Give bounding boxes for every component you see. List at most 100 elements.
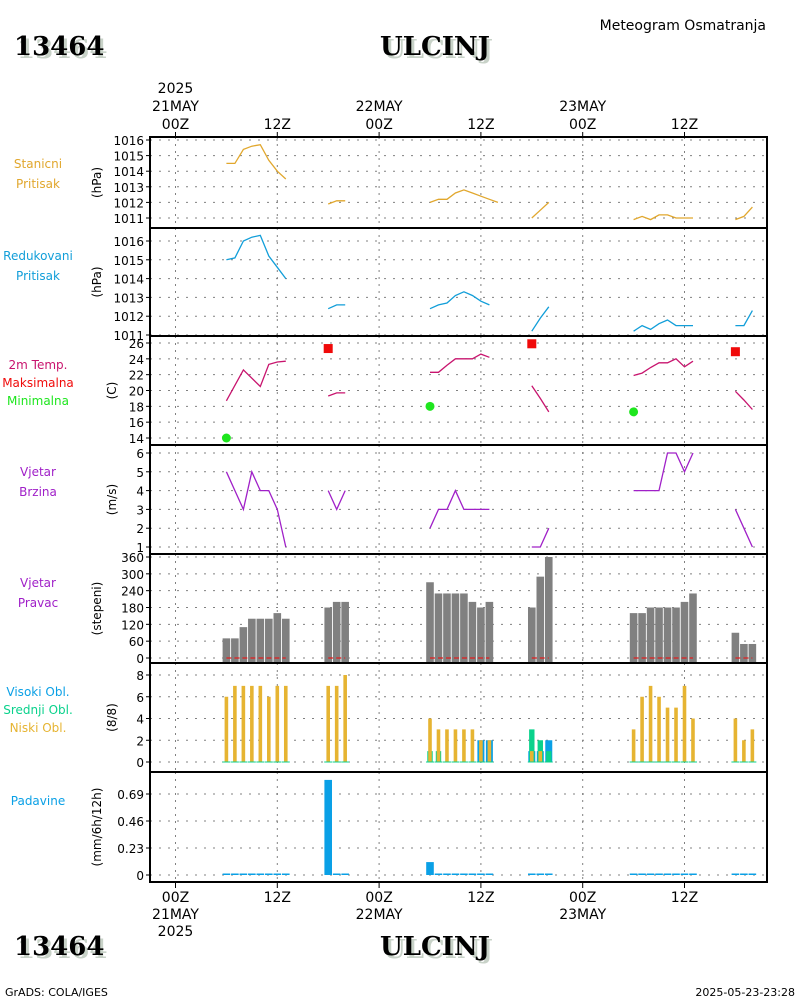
y-tick-label: 0.23: [117, 842, 144, 856]
y-tick-label: 3: [136, 503, 144, 517]
y-tick-label: 0.46: [117, 815, 144, 829]
y-tick-label: 180: [121, 602, 144, 616]
precip-bar: [731, 873, 740, 875]
temperature-line: [430, 353, 490, 373]
low-cloud-bar: [343, 675, 347, 762]
wind-dir-bar: [740, 643, 748, 663]
tmin-marker: [629, 407, 639, 417]
series-label: Srednji Obl.: [3, 703, 73, 717]
wind-dir-bar: [646, 607, 655, 663]
panel-precipitation: 0 0.23 0.46 0.69 (mm/6h/12h) Padavine: [11, 771, 768, 883]
reduced-pressure-line: [531, 306, 550, 332]
wind-speed-line: [225, 469, 287, 548]
precip-bar: [629, 873, 638, 875]
tmin-marker: [221, 433, 231, 443]
y-tick-label: 2: [136, 522, 144, 536]
station-pressure-line: [226, 143, 287, 180]
wind-dir-bar: [273, 613, 282, 663]
wind-dir-bar: [638, 613, 646, 663]
low-cloud-bar: [250, 685, 254, 762]
bottom-time-label: 23MAY: [559, 907, 606, 923]
precip-bar: [265, 873, 273, 875]
low-cloud-bar: [657, 696, 661, 762]
y-tick-label: 120: [121, 618, 144, 632]
precip-bar: [689, 873, 697, 875]
station-id-footer-shadow: 13464: [17, 935, 107, 965]
series-label: Pravac: [18, 596, 58, 610]
temperature-line: [734, 390, 753, 410]
top-time-label: 22MAY: [356, 99, 403, 115]
low-cloud-bar: [733, 718, 738, 762]
bottom-time-label: 2025: [158, 924, 194, 940]
wind-dir-bar: [468, 601, 477, 663]
low-cloud-bar: [428, 718, 432, 762]
low-cloud-bar: [665, 707, 670, 762]
y-tick-label: 6: [136, 691, 144, 705]
bottom-time-label: 12Z: [467, 890, 494, 906]
series-label: Padavine: [11, 794, 65, 808]
series-label: Vjetar: [20, 465, 56, 479]
wind-dir-bar: [341, 601, 349, 663]
bottom-time-label: 00Z: [569, 890, 596, 906]
bottom-time-label: 12Z: [671, 890, 698, 906]
low-cloud-bar: [241, 685, 246, 762]
precip-bar: [451, 873, 460, 875]
low-cloud-bar: [334, 685, 339, 762]
top-time-label: 00Z: [162, 117, 189, 133]
station-id-footer: 13464: [14, 932, 104, 962]
y-axis-label: (C): [105, 382, 119, 400]
y-axis-label: (stepeni): [90, 582, 104, 636]
precip-bar: [332, 873, 341, 875]
y-tick-label: 360: [121, 551, 144, 565]
wind-speed-line: [327, 490, 346, 511]
low-cloud-bar: [283, 685, 288, 762]
station-name-footer: ULCINJ: [380, 932, 490, 962]
low-cloud-bar: [275, 685, 280, 762]
y-tick-label: 0: [136, 652, 144, 666]
wind-dir-bar: [460, 593, 468, 663]
precip-bar: [324, 779, 332, 875]
station-name-footer-shadow: ULCINJ: [383, 935, 493, 965]
wind-dir-bar: [528, 607, 536, 663]
panel-frame: [149, 444, 768, 555]
precip-bar: [434, 873, 443, 875]
low-cloud-bar: [445, 729, 449, 762]
wind-dir-bar: [485, 601, 494, 663]
panel-wind-direction: 0 60 120 180 240 300 360 (stepeni) Vjetar Pravac: [18, 551, 768, 666]
low-cloud-bar: [682, 685, 687, 762]
wind-dir-bar: [239, 627, 248, 663]
reduced-pressure-line: [735, 310, 753, 327]
y-tick-label: 0.69: [117, 788, 144, 802]
reduced-pressure-line: [429, 291, 490, 310]
precip-bar: [256, 873, 265, 875]
wind-speed-line: [734, 509, 753, 548]
precip-bar: [468, 873, 477, 875]
y-tick-label: 0: [136, 869, 144, 883]
y-axis-label: (mm/6h/12h): [90, 788, 104, 867]
top-time-label: 21MAY: [152, 99, 199, 115]
low-cloud-bar: [224, 696, 229, 762]
station-pressure-line: [633, 214, 693, 221]
y-tick-label: 18: [129, 400, 144, 414]
precip-bar: [646, 873, 655, 875]
series-label: Maksimalna: [2, 376, 74, 390]
meteogram-subtitle: Meteogram Osmatranja: [600, 18, 766, 34]
low-cloud-bar: [233, 685, 237, 762]
wind-dir-bar: [332, 601, 341, 663]
y-tick-label: 1014: [113, 273, 144, 287]
wind-dir-bar: [680, 601, 689, 663]
temperature-line: [531, 385, 550, 413]
wind-dir-bar: [748, 643, 757, 663]
low-cloud-bar: [674, 707, 678, 762]
y-tick-label: 1012: [113, 196, 144, 210]
tmax-marker: [527, 339, 537, 349]
low-cloud-bar: [267, 696, 271, 762]
wind-dir-bar: [451, 593, 460, 663]
wind-speed-line: [531, 527, 550, 548]
y-axis-label: (8/8): [105, 703, 119, 732]
panel-frame: [149, 227, 768, 337]
low-cloud-bar: [742, 740, 746, 762]
bottom-time-label: 00Z: [365, 890, 392, 906]
precip-bar: [528, 873, 536, 875]
